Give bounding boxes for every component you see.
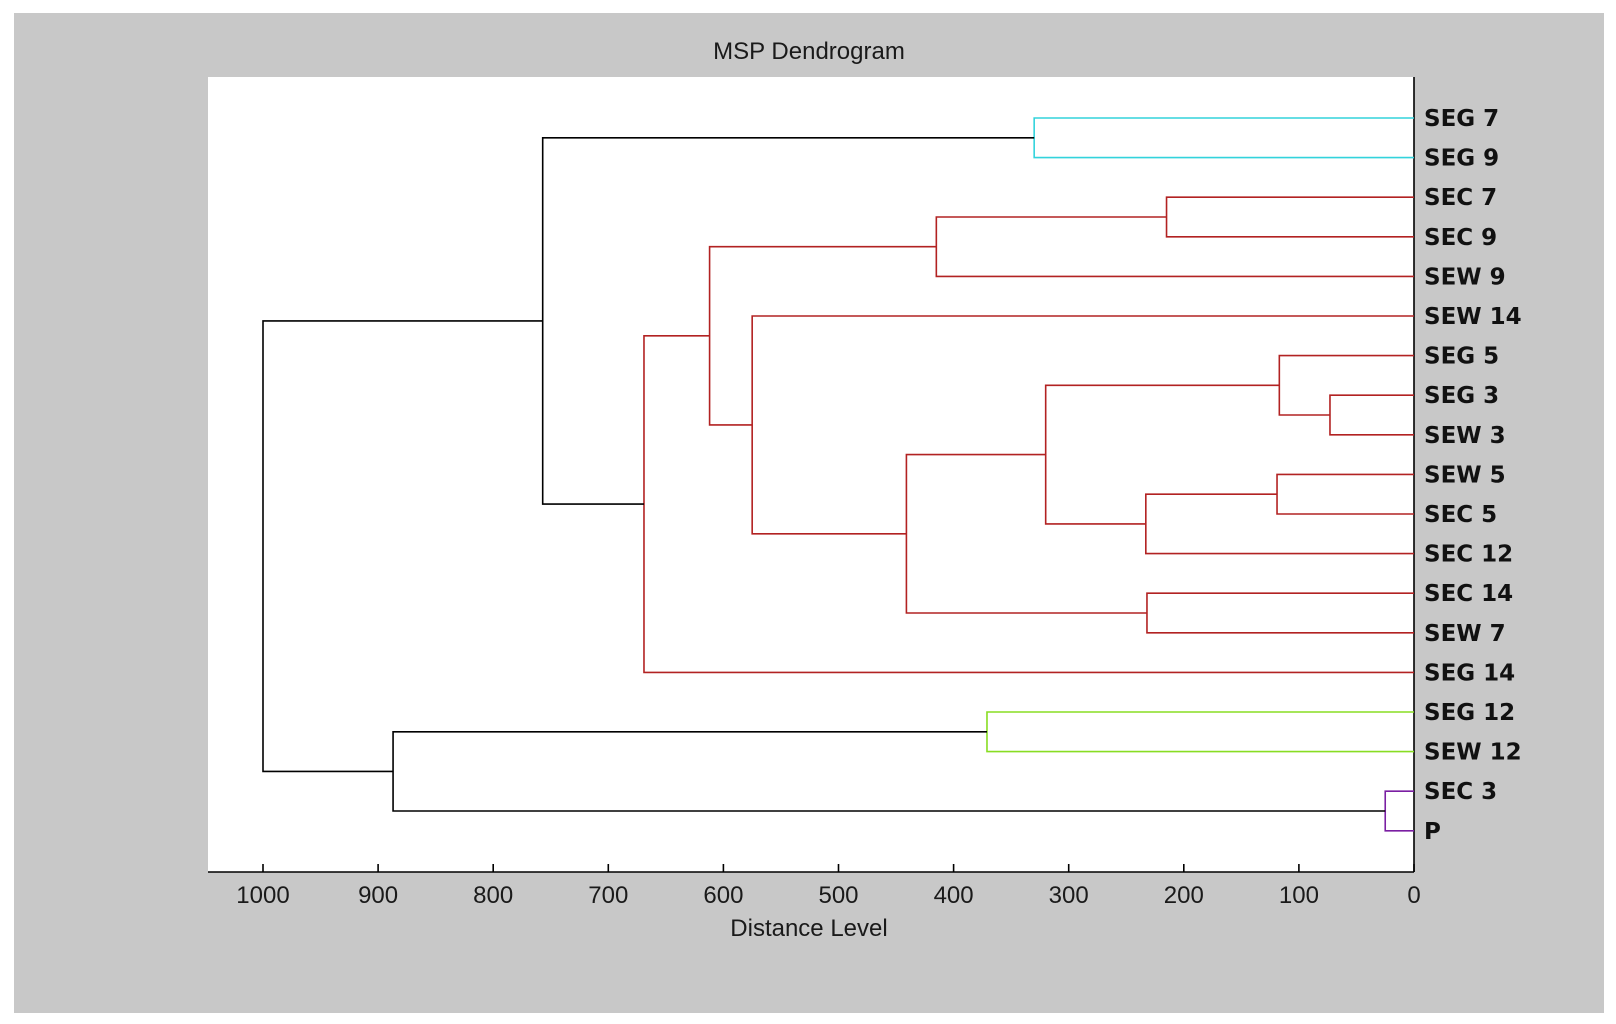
leaf-label: SEW 14: [1424, 304, 1522, 330]
leaf-label: SEC 14: [1424, 581, 1513, 607]
figure-window: MSP Dendrogram 1000 900 800 700 600 500 400 300…: [14, 13, 1604, 1013]
leaf-label: SEG 5: [1424, 344, 1499, 370]
leaf-label: SEC 7: [1424, 185, 1497, 211]
dendrogram-links: [262, 117, 1414, 832]
leaf-label: SEW 12: [1424, 740, 1522, 766]
dendrogram-link-m9: [1146, 592, 1414, 634]
x-tick-label: 800: [473, 882, 513, 909]
leaf-label: SEG 9: [1424, 146, 1499, 172]
x-axis-ticks: 1000 900 800 700 600 500 400 300 200 100 0: [236, 864, 1421, 909]
x-tick-label: 0: [1407, 882, 1420, 909]
leaf-label: SEG 12: [1424, 700, 1515, 726]
leaf-label: SEC 12: [1424, 542, 1513, 568]
x-tick-label: 700: [588, 882, 628, 909]
leaf-label: P: [1424, 819, 1441, 845]
dendrogram-link-m4: [1329, 394, 1414, 436]
x-tick-label: 900: [358, 882, 398, 909]
leaf-label: SEW 3: [1424, 423, 1506, 449]
x-axis-label: Distance Level: [730, 915, 887, 942]
dendrogram-link-m18: [262, 320, 543, 773]
dendrogram-link-m7: [1145, 493, 1414, 555]
leaf-label: SEG 3: [1424, 383, 1499, 409]
x-tick-label: 200: [1164, 882, 1204, 909]
leaf-label: SEC 3: [1424, 779, 1497, 805]
x-tick-label: 600: [703, 882, 743, 909]
x-tick-label: 100: [1279, 882, 1319, 909]
x-tick-label: 400: [934, 882, 974, 909]
chart-title: MSP Dendrogram: [713, 38, 905, 65]
leaf-label: SEW 5: [1424, 462, 1506, 488]
dendrogram-link-m2: [1165, 196, 1414, 238]
leaf-label: SEG 14: [1424, 660, 1515, 686]
leaf-label: SEC 5: [1424, 502, 1497, 528]
leaf-labels: SEG 7 SEG 9 SEC 7 SEC 9 SEW 9 SEW 14 SEG 5 SEG …: [1424, 106, 1522, 845]
dendrogram-chart: MSP Dendrogram 1000 900 800 700 600 500 400 300…: [208, 38, 1522, 942]
leaf-label: SEW 9: [1424, 264, 1506, 290]
x-tick-label: 1000: [236, 882, 289, 909]
leaf-label: SEW 7: [1424, 621, 1506, 647]
leaf-label: SEG 7: [1424, 106, 1499, 132]
x-tick-label: 500: [818, 882, 858, 909]
leaf-label: SEC 9: [1424, 225, 1497, 251]
x-tick-label: 300: [1049, 882, 1089, 909]
plot-area: [208, 77, 1414, 872]
dendrogram-link-m1: [1033, 117, 1414, 159]
